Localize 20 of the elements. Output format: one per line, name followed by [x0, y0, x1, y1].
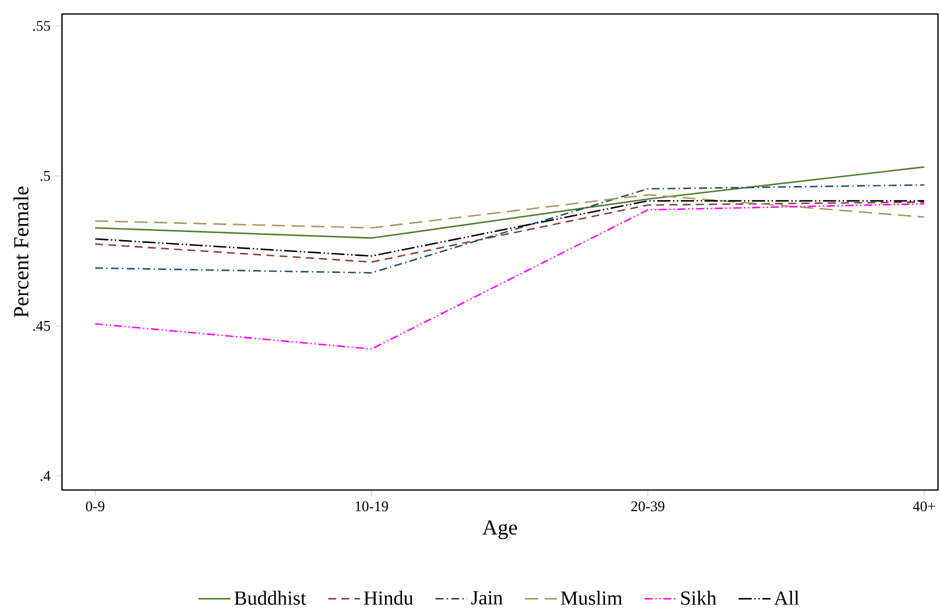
x-axis-title: Age [482, 520, 518, 540]
line-series [94, 194, 925, 229]
legend-label: Buddhist [234, 590, 306, 605]
legend-label: Sikh [681, 590, 716, 605]
legend-label: All [774, 590, 800, 605]
x-tick-label: 0-9 [86, 501, 104, 512]
legend-label: Hindu [364, 590, 414, 605]
line-series [94, 203, 925, 350]
y-tick-label: .4 [40, 470, 50, 481]
x-tick-label: 20-39 [631, 501, 664, 512]
y-tick-label: .55 [33, 21, 50, 31]
y-axis-title: Percent Female [13, 186, 28, 318]
legend-label: Jain [471, 591, 503, 605]
x-tick-label: 40+ [913, 501, 935, 512]
legend-label: Muslim [560, 590, 622, 605]
y-tick-label: .45 [33, 321, 50, 331]
line-series [94, 184, 925, 274]
line-series [94, 166, 925, 239]
y-tick-label: .5 [40, 171, 50, 181]
x-tick-label: 10-19 [356, 501, 388, 512]
